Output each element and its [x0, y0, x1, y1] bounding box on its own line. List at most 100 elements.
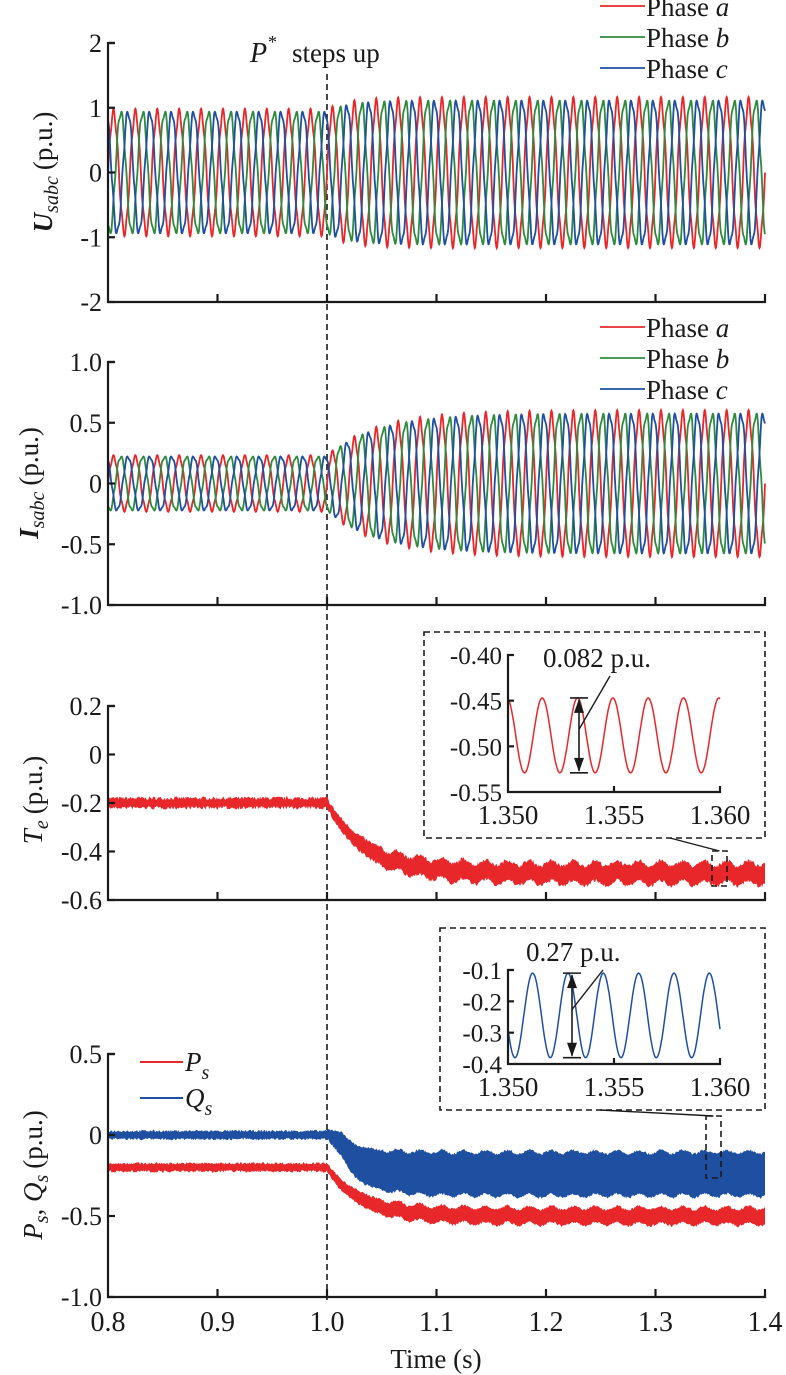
legend-label: Phase c [646, 54, 728, 84]
svg-text:Te(p.u.): Te (p.u.) [18, 756, 53, 844]
voltage-ticks: 2 1 0 -1 -2 [80, 29, 657, 317]
legend-label: Phase c [646, 375, 728, 405]
annotation-leader [578, 675, 611, 730]
y-tick-label: 0 [89, 741, 102, 770]
power-ylabel-unit: (p.u.) [18, 1110, 48, 1168]
inset-x-tick-label: 1.355 [584, 1072, 645, 1102]
inset-frame [423, 631, 766, 839]
y-tick-label: -1.0 [61, 1283, 102, 1312]
arrow-down-icon [574, 757, 584, 772]
y-tick-label: -1 [80, 223, 102, 252]
zoom-connector [599, 1109, 714, 1117]
voltage-ylabel-main: U [28, 211, 58, 232]
zoom-region-marker [711, 850, 728, 887]
series-band-te [108, 796, 765, 888]
voltage-ylabel-sub: sabc [41, 176, 63, 213]
legend-label: Phase b [646, 344, 729, 374]
current-ylabel-unit: (p.u.) [14, 427, 44, 485]
inset-axes [506, 653, 722, 794]
y-tick-label: -0.6 [61, 886, 102, 915]
x-tick-label: 1.3 [638, 1307, 673, 1338]
inset-y-tick-label: -0.1 [462, 958, 502, 985]
x-tick-labels: 0.8 0.9 1.0 1.1 1.2 1.3 1.4 [91, 1307, 783, 1338]
voltage-ylabel: Usabc (p.u.) [28, 112, 63, 233]
inset-axes [506, 968, 722, 1066]
svg-text:Isabc(p.u.): Isabc (p.u.) [14, 427, 49, 540]
inset-x-tick-label: 1.355 [584, 800, 645, 830]
inset-waveform [507, 972, 721, 1059]
annotation-leader [571, 969, 604, 1010]
y-tick-label: 1 [89, 94, 102, 123]
inset-y-tick-label: -0.2 [462, 989, 502, 1016]
arrow-down-icon [567, 1042, 577, 1057]
inset-y-tick-label: -0.3 [462, 1021, 502, 1048]
svg-text:Usabc(p.u.): Usabc (p.u.) [28, 112, 63, 233]
series-line-phase-a [107, 94, 766, 251]
legend-label: Phase b [646, 23, 729, 53]
y-tick-label: -1.0 [61, 591, 102, 620]
inset-x-tick-label: 1.350 [478, 800, 539, 830]
inset-y-tick-label: -0.45 [450, 689, 502, 716]
power-ylabel-sub: s [31, 1215, 53, 1223]
x-tick-label: 0.8 [91, 1307, 126, 1338]
torque-ticks: 0.2 0 -0.2 -0.4 -0.6 [61, 692, 657, 915]
series-line-phase-a [107, 407, 766, 560]
torque-ylabel: Te (p.u.) [18, 756, 53, 844]
inset-annotation: 0.082 p.u. [543, 643, 651, 673]
x-tick-label: 1.4 [748, 1307, 783, 1338]
y-tick-label: -0.5 [61, 530, 102, 559]
power-series [108, 1128, 765, 1228]
svg-text:Ps, Qs(p.u.): Ps, Qs(p.u.) [18, 1110, 53, 1241]
inset-waveform [507, 697, 721, 774]
voltage-ylabel-unit: (p.u.) [28, 112, 58, 170]
inset-x-tick-label: 1.360 [690, 1072, 751, 1102]
y-tick-label: 0 [89, 470, 102, 499]
torque-panel: 0.2 0 -0.2 -0.4 -0.6 Te (p.u.) -0.40 -0.45 -0.5… [18, 631, 767, 915]
x-tick-label: 1.1 [419, 1307, 454, 1338]
series-band-ps [108, 1162, 765, 1228]
torque-inset: -0.40 -0.45 -0.50 -0.551.350 1.355 1.360 0.082… [423, 631, 766, 887]
inset-annotation: 0.27 p.u. [526, 937, 621, 967]
inset-y-tick-label: -0.4 [462, 1052, 502, 1079]
legend-label: Ps [184, 1047, 210, 1084]
inset-x-tick-label: 1.360 [690, 800, 751, 830]
torque-ylabel-sub: e [31, 820, 53, 829]
legend-label: Phase a [646, 313, 729, 343]
current-ticks: 1.0 0.5 0 -0.5 -1.0 [61, 348, 657, 620]
series-band-qs [108, 1128, 765, 1199]
event-symbol: P [249, 38, 267, 69]
y-tick-label: 0.5 [70, 1040, 103, 1069]
y-tick-label: 0.2 [70, 692, 103, 721]
torque-ylabel-unit: (p.u.) [18, 756, 48, 814]
x-tick-label: 1.2 [529, 1307, 564, 1338]
y-tick-label: 1.0 [70, 348, 103, 377]
event-annotation: P * steps up [249, 32, 380, 69]
current-ylabel-sub: sabc [27, 492, 49, 529]
series-line-phase-b [107, 99, 766, 246]
current-ylabel-main: I [14, 527, 44, 540]
legend-label: Qs [185, 1083, 213, 1120]
event-superscript: * [268, 32, 277, 52]
series-line-phase-c [107, 412, 766, 555]
current-panel: 1.00.50-0.5-1.0 Isabc(p.u.) Phase aPhase… [14, 313, 767, 620]
y-tick-label: 2 [89, 29, 102, 58]
power-ticks: 0.5 0 -0.5 -1.0 [61, 1040, 657, 1312]
zoom-connector [669, 837, 720, 852]
inset-frame [439, 927, 766, 1111]
current-series [107, 407, 766, 560]
inset-y-tick-label: -0.50 [450, 734, 502, 761]
x-axis-label: Time (s) [390, 1344, 481, 1374]
series-line-phase-c [107, 99, 766, 246]
current-ylabel: Isabc (p.u.) [14, 427, 49, 540]
torque-series [108, 796, 765, 888]
y-tick-label: -0.2 [61, 789, 102, 818]
power-ylabel-main: P [18, 1223, 48, 1241]
x-tick-label: 0.9 [200, 1307, 235, 1338]
power-inset: -0.1 -0.2 -0.3 -0.41.350 1.355 1.360 0.27 p.u. [439, 927, 766, 1179]
torque-ylabel-main: T [18, 827, 48, 844]
